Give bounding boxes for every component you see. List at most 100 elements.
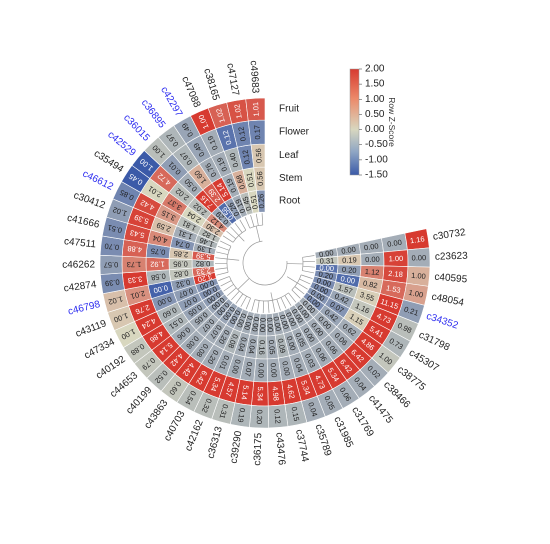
cell-value-label: 0.00: [250, 316, 261, 332]
cell-value-label: 1.53: [385, 283, 401, 295]
cell-value-label: 1.02: [107, 294, 123, 306]
cell-value-label: 0.19: [342, 255, 357, 264]
cell-value-label: 1.57: [337, 283, 354, 296]
cell-value-label: 5.39: [196, 251, 211, 261]
dendrogram-branch: [299, 278, 311, 285]
tissue-label-stem: Stem: [279, 173, 302, 184]
colorbar-tick-label: 1.50: [365, 79, 385, 90]
cell-value-label: 5.34: [299, 379, 312, 396]
cell-value-label: 0.74: [174, 238, 190, 250]
dendrogram-branch: [238, 235, 245, 242]
colorbar-gradient: [349, 68, 360, 176]
cell-value-label: 4.62: [285, 383, 297, 399]
heatmap-row-c42297: 0.265.140.760.490.49: [173, 115, 243, 221]
cell-value-label: 0.56: [255, 171, 265, 186]
cell-value-label: 4.57: [224, 381, 237, 397]
row-label-c46798: c46798: [67, 299, 102, 318]
dendrogram-branch: [280, 297, 287, 309]
cell-value-label: 0.00: [365, 255, 380, 264]
dendrogram: [214, 213, 315, 313]
row-label-c36175: c36175: [252, 432, 264, 466]
cell-value-label: 2.18: [388, 269, 403, 279]
cell-value-label: 0.00: [319, 263, 334, 273]
heatmap-cell: [245, 97, 266, 122]
dendrogram-branch: [250, 215, 255, 227]
cell-value-label: 2.01: [130, 289, 146, 301]
cell-value-label: 1.00: [411, 271, 426, 281]
cell-value-label: 0.09: [276, 338, 288, 354]
cell-value-label: 5.14: [239, 385, 250, 401]
cell-value-label: 2.85: [173, 249, 188, 259]
heatmap-row-c30732: 0.00 0.00 0.00 0.00 1.16: [314, 228, 430, 259]
row-label-c48054: c48054: [430, 292, 465, 309]
row-label-c42874: c42874: [63, 279, 97, 294]
cell-value-label: 0.82: [362, 279, 378, 291]
dendrogram-branch: [242, 240, 288, 286]
dendrogram-branch: [235, 293, 244, 304]
cell-value-label: 0.19: [236, 407, 247, 423]
cell-value-label: 0.00: [387, 238, 403, 249]
cell-value-label: 1.73: [127, 260, 142, 269]
cell-value-label: 0.57: [104, 260, 119, 269]
dendrogram-branch: [284, 295, 292, 306]
dendrogram-branch: [255, 225, 261, 242]
row-label-c43863: c43863: [142, 398, 170, 431]
cell-value-label: 0.00: [258, 317, 268, 332]
dendrogram-branch: [237, 278, 250, 290]
row-label-c42297: c42297: [158, 85, 184, 119]
heatmap-row-c47334: 0.000.070.604.241.00: [114, 283, 222, 349]
heatmap-row-c45307: 0.000.071.155.410.73: [306, 286, 411, 359]
heatmap-row-c40703: 0.000.200.206.420.54: [176, 305, 244, 413]
row-label-c46262: c46262: [62, 259, 95, 270]
cell-value-label: 1.00: [388, 254, 403, 263]
dendrogram-branch: [302, 265, 315, 268]
cell-value-label: 1.02: [232, 103, 243, 119]
dendrogram-branch: [272, 300, 276, 313]
cell-value-label: 0.00: [153, 283, 169, 295]
heatmap-row-c40192: 0.000.050.514.860.88: [122, 288, 225, 365]
dendrogram-branch: [302, 270, 315, 274]
heatmap-row-c48054: 0.20 0.00 0.82 1.53 1.00: [313, 269, 429, 306]
dendrogram-branch: [219, 240, 232, 247]
dendrogram-branch: [239, 219, 247, 231]
cell-value-label: 1.00: [408, 288, 424, 300]
dendrogram-branch: [286, 276, 298, 284]
heatmap-row-c47088: 0.190.190.190.191.00: [190, 107, 248, 218]
cell-value-label: 0.17: [252, 125, 262, 140]
cell-value-label: 0.31: [320, 256, 335, 265]
heatmap-row-c47127: 0.51 0.51 0.12 0.12 1.02: [226, 98, 260, 214]
dendrogram-branch: [215, 257, 228, 260]
heatmap-row-c36313: 0.000.040.004.570.31: [211, 310, 255, 425]
cell-value-label: 0.82: [173, 268, 189, 279]
dendrogram-branch: [244, 217, 251, 229]
row-label-c40199: c40199: [124, 385, 155, 417]
cell-value-label: 0.07: [243, 361, 254, 377]
dendrogram-branch: [223, 284, 234, 292]
cell-value-label: 0.00: [271, 316, 283, 332]
cell-value-label: 0.56: [254, 148, 264, 163]
dendrogram-branch: [297, 282, 308, 290]
cell-value-label: 0.12: [272, 409, 282, 424]
cell-value-label: 0.12: [236, 126, 247, 142]
row-label-c30412: c30412: [72, 190, 107, 211]
row-label-c35789: c35789: [313, 423, 334, 458]
dendrogram-branch: [227, 258, 240, 261]
dendrogram-branch: [222, 235, 234, 243]
heatmap-cells: 0.00 0.00 0.00 0.00 1.160.31 0.19 0.00 1.00 0.00…: [99, 97, 431, 429]
heatmap-row-c38775: 0.000.420.624.861.00: [302, 291, 401, 374]
cell-value-label: 0.00: [265, 317, 275, 332]
row-label-c31769: c31769: [349, 405, 376, 439]
cell-value-label: 0.32: [175, 277, 191, 289]
cell-value-label: 1.12: [364, 267, 379, 277]
cell-value-label: 4.88: [127, 244, 142, 254]
row-label-c23623: c23623: [435, 251, 469, 263]
row-label-c41475: c41475: [366, 393, 395, 426]
cell-value-label: 0.05: [267, 340, 277, 355]
row-label-c47334: c47334: [83, 336, 118, 361]
cell-value-label: 0.51: [245, 172, 256, 188]
heatmap-row-c42529: 4.122.022.024.721.00: [131, 150, 229, 234]
dendrogram-branch: [302, 255, 315, 258]
cell-value-label: 2.33: [196, 266, 212, 277]
heatmap-row-c41666: 1.390.744.045.430.51: [101, 216, 217, 255]
